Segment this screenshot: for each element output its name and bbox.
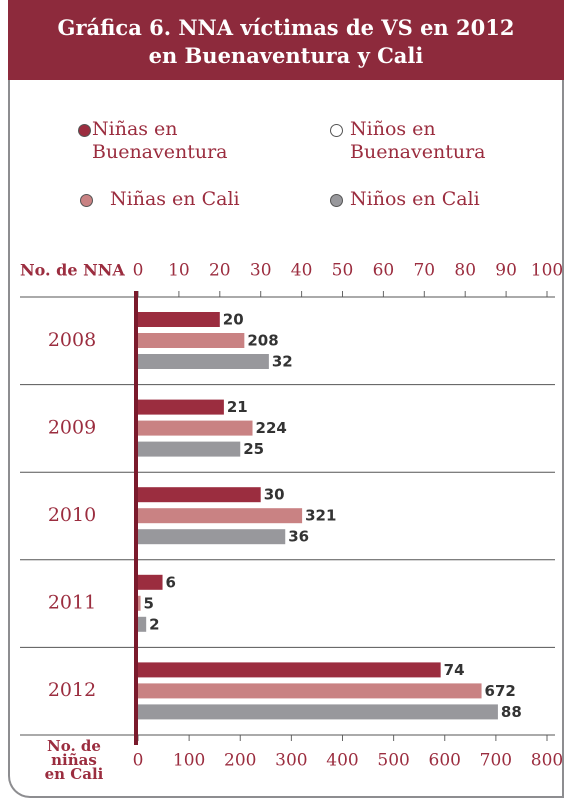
value-label: 2 (149, 615, 159, 633)
x2-tick-label: 700 (480, 751, 512, 771)
bar (138, 487, 261, 503)
value-label: 6 (166, 573, 176, 591)
bar (138, 333, 245, 348)
x-tick-label: 10 (168, 261, 190, 281)
x2-tick-label: 600 (429, 751, 461, 771)
bar (138, 662, 441, 678)
card (8, 0, 564, 798)
x-tick-label: 90 (495, 261, 517, 281)
x-tick-label: 70 (413, 261, 435, 281)
x2-axis-label: en Cali (45, 765, 104, 783)
x-tick-label: 100 (531, 261, 563, 281)
value-label: 88 (501, 703, 522, 721)
bar (138, 616, 147, 632)
legend-marker (330, 124, 343, 137)
legend-marker (330, 194, 343, 207)
x2-tick-label: 0 (133, 751, 144, 771)
x-tick-label: 40 (291, 261, 313, 281)
bar (138, 441, 241, 457)
x2-tick-label: 100 (173, 751, 205, 771)
legend-label: Niñas en Buenaventura (92, 118, 228, 163)
value-label: 208 (247, 332, 278, 350)
x2-tick-label: 300 (275, 751, 307, 771)
legend-label: Niñas en Cali (110, 188, 240, 210)
value-label: 25 (243, 440, 264, 458)
bar (138, 529, 286, 545)
x-tick-label: 80 (454, 261, 476, 281)
x-axis-label: No. de NNA (20, 261, 125, 280)
legend-label: Niños en Cali (350, 188, 480, 210)
value-label: 20 (223, 311, 244, 329)
header: Gráfica 6. NNA víctimas de VS en 2012 en… (8, 0, 564, 80)
bar (138, 574, 163, 590)
x2-tick-label: 500 (377, 751, 409, 771)
category-label: 2008 (48, 329, 96, 351)
x2-axis-label: niñas (51, 751, 97, 769)
value-label: 224 (256, 419, 287, 437)
category-label: 2009 (48, 416, 96, 438)
legend-marker (78, 124, 91, 137)
title-line: en Buenaventura y Cali (148, 43, 424, 68)
bar (138, 683, 482, 699)
x2-tick-label: 400 (326, 751, 358, 771)
bar (138, 312, 220, 327)
bar (138, 508, 303, 524)
value-label: 5 (144, 594, 154, 612)
x2-tick-label: 200 (224, 751, 256, 771)
value-label: 321 (305, 507, 336, 525)
value-label: 21 (227, 398, 248, 416)
category-label: 2011 (48, 592, 96, 614)
title-line: Gráfica 6. NNA víctimas de VS en 2012 (57, 15, 515, 40)
value-label: 30 (264, 486, 285, 504)
value-label: 672 (485, 682, 516, 700)
bar (138, 399, 224, 415)
x-tick-label: 0 (133, 261, 144, 281)
value-label: 32 (272, 353, 293, 371)
value-label: 74 (444, 661, 465, 679)
x-tick-label: 30 (250, 261, 272, 281)
bar (138, 420, 253, 436)
legend-label: Niños en Buenaventura (350, 118, 486, 163)
bar (138, 354, 269, 369)
bar (138, 595, 141, 611)
bar (138, 704, 498, 720)
category-label: 2010 (48, 504, 96, 526)
x2-tick-label: 800 (531, 751, 563, 771)
legend-marker (80, 194, 93, 207)
category-label: 2012 (48, 679, 96, 701)
value-label: 36 (288, 528, 309, 546)
x-tick-label: 20 (209, 261, 231, 281)
x-tick-label: 50 (332, 261, 354, 281)
x-tick-label: 60 (373, 261, 395, 281)
x2-axis-label: No. de (47, 737, 101, 755)
